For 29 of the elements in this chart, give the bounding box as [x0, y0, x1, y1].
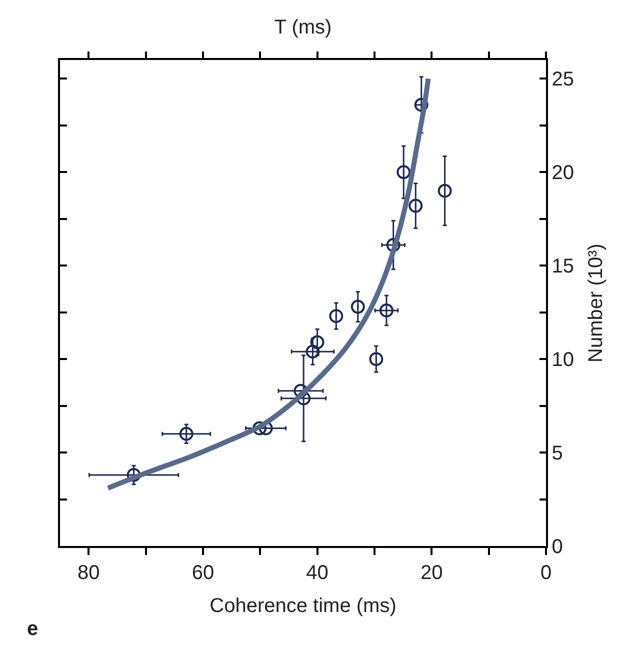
y-tick-label: 15	[552, 256, 574, 278]
point	[329, 309, 344, 324]
x-axis-title: Coherence time (ms)	[210, 594, 396, 617]
point	[396, 165, 411, 180]
point	[126, 468, 141, 482]
y-axis-title: Number (10³)	[585, 244, 607, 362]
point	[386, 238, 400, 252]
point	[350, 300, 365, 314]
text: e	[27, 618, 38, 640]
x-tick-label: 20	[420, 562, 443, 584]
point	[252, 421, 267, 436]
x-tick-label: 80	[77, 562, 100, 584]
point	[379, 303, 394, 318]
point	[179, 426, 194, 441]
point	[306, 344, 320, 359]
point	[414, 98, 428, 112]
x-tick-label: 40	[306, 562, 328, 584]
y-tick-label: 0	[552, 536, 563, 558]
point	[369, 352, 384, 366]
chart-title: T (ms)	[274, 16, 332, 38]
point	[408, 198, 423, 213]
y-tick-label: 10	[552, 349, 574, 372]
point	[296, 391, 311, 406]
point	[438, 184, 452, 198]
y-tick-label: 20	[552, 162, 574, 184]
y-tick-label: 25	[552, 68, 574, 91]
x-tick-label: 60	[192, 562, 214, 584]
y-tick-label: 5	[552, 442, 563, 465]
point	[310, 335, 324, 350]
